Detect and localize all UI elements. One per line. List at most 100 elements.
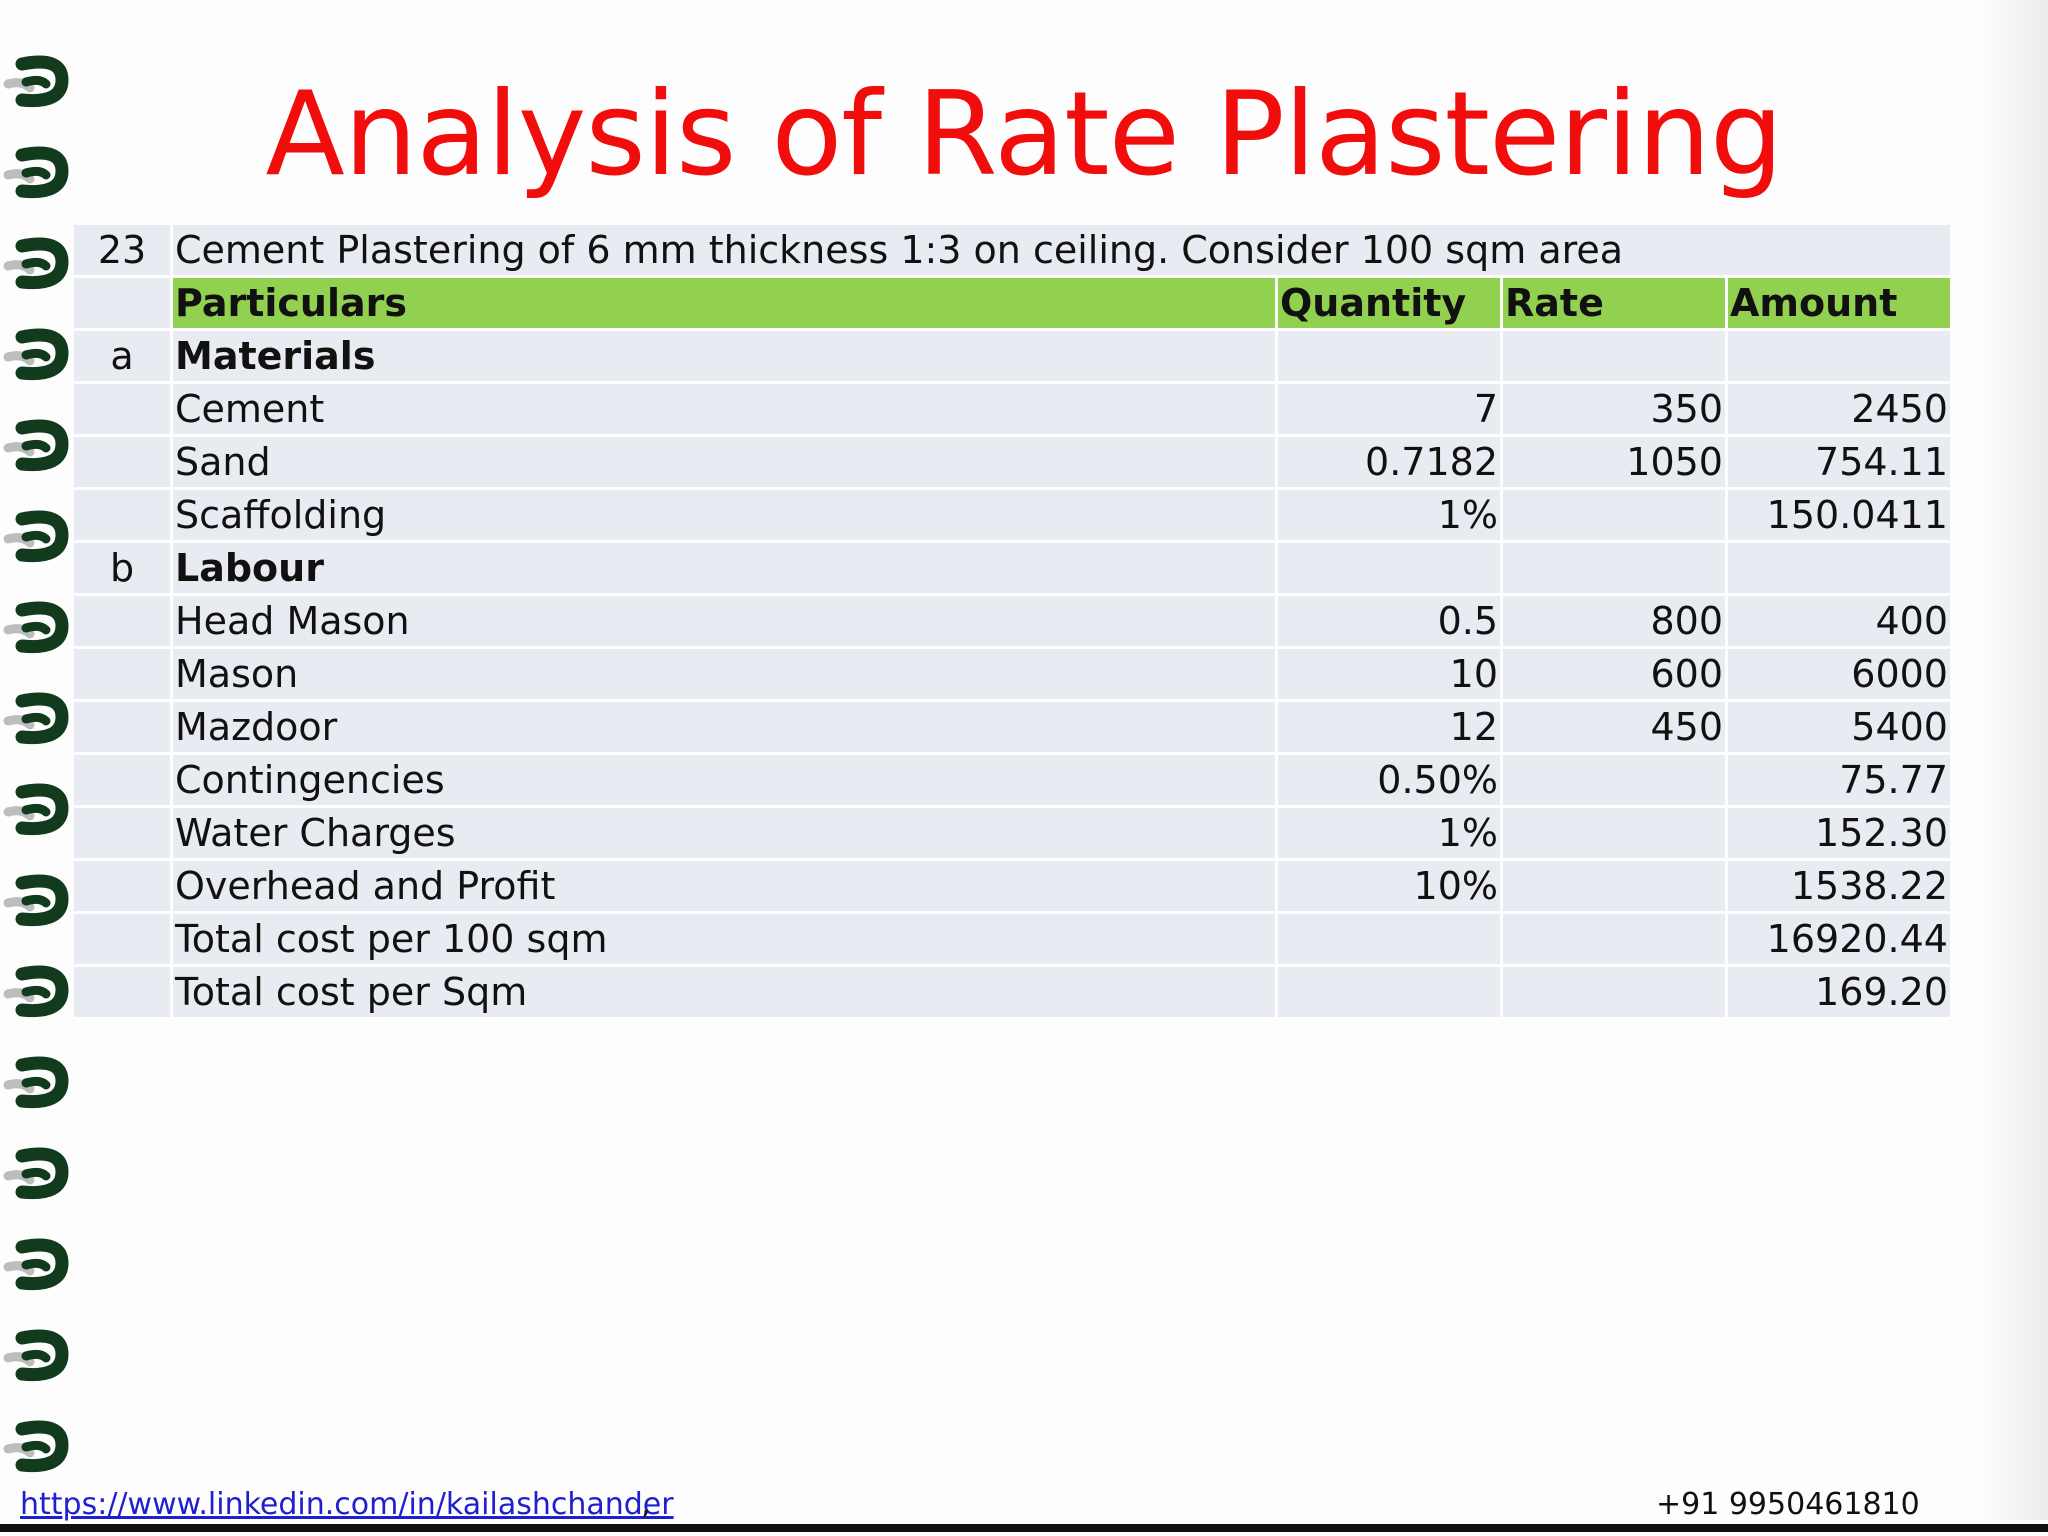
spiral-ring-icon xyxy=(0,960,72,1022)
table-row: Overhead and Profit 10% 1538.22 xyxy=(74,861,1950,911)
footer-separator: , xyxy=(641,1487,651,1522)
row-particulars: Mason xyxy=(173,649,1275,699)
row-index: a xyxy=(74,331,170,381)
notebook-spiral-binding xyxy=(0,50,75,1473)
row-quantity: 7 xyxy=(1278,384,1500,434)
row-index xyxy=(74,649,170,699)
spiral-ring-icon xyxy=(0,1324,72,1386)
bottom-rule xyxy=(0,1524,2048,1532)
row-particulars: Total cost per Sqm xyxy=(173,967,1275,1017)
row-rate: 1050 xyxy=(1503,437,1725,487)
row-particulars: Scaffolding xyxy=(173,490,1275,540)
row-amount: 75.77 xyxy=(1728,755,1950,805)
table-row: Head Mason 0.5 800 400 xyxy=(74,596,1950,646)
row-rate xyxy=(1503,755,1725,805)
table-row: Mason 10 600 6000 xyxy=(74,649,1950,699)
row-index xyxy=(74,967,170,1017)
row-amount: 2450 xyxy=(1728,384,1950,434)
row-index xyxy=(74,755,170,805)
row-quantity: 0.7182 xyxy=(1278,437,1500,487)
table-row: Water Charges 1% 152.30 xyxy=(74,808,1950,858)
row-amount: 152.30 xyxy=(1728,808,1950,858)
header-index-cell xyxy=(74,278,170,328)
row-index xyxy=(74,808,170,858)
item-description: Cement Plastering of 6 mm thickness 1:3 … xyxy=(173,225,1950,275)
header-rate: Rate xyxy=(1503,278,1725,328)
spiral-ring-icon xyxy=(0,141,72,203)
row-particulars: Overhead and Profit xyxy=(173,861,1275,911)
table-intro-row: 23 Cement Plastering of 6 mm thickness 1… xyxy=(74,225,1950,275)
row-index xyxy=(74,490,170,540)
spiral-ring-icon xyxy=(0,505,72,567)
row-rate xyxy=(1503,914,1725,964)
row-amount: 16920.44 xyxy=(1728,914,1950,964)
phone-number: +91 9950461810 xyxy=(1656,1487,1920,1522)
row-amount: 1538.22 xyxy=(1728,861,1950,911)
header-quantity: Quantity xyxy=(1278,278,1500,328)
row-quantity xyxy=(1278,967,1500,1017)
row-index xyxy=(74,596,170,646)
row-quantity: 10 xyxy=(1278,649,1500,699)
row-quantity xyxy=(1278,331,1500,381)
table-row: Total cost per Sqm 169.20 xyxy=(74,967,1950,1017)
row-index xyxy=(74,861,170,911)
row-rate xyxy=(1503,967,1725,1017)
spiral-ring-icon xyxy=(0,596,72,658)
slide-title: Analysis of Rate Plastering xyxy=(265,67,1784,202)
row-amount: 169.20 xyxy=(1728,967,1950,1017)
spiral-ring-icon xyxy=(0,687,72,749)
spiral-ring-icon xyxy=(0,323,72,385)
row-rate: 600 xyxy=(1503,649,1725,699)
linkedin-link[interactable]: https://www.linkedin.com/in/kailashchand… xyxy=(20,1487,674,1522)
row-index xyxy=(74,914,170,964)
item-number: 23 xyxy=(74,225,170,275)
header-particulars: Particulars xyxy=(173,278,1275,328)
table-row: Scaffolding 1% 150.0411 xyxy=(74,490,1950,540)
spiral-ring-icon xyxy=(0,50,72,112)
page-edge-shade xyxy=(1978,0,2048,1520)
row-quantity: 0.50% xyxy=(1278,755,1500,805)
row-particulars: Cement xyxy=(173,384,1275,434)
row-quantity: 0.5 xyxy=(1278,596,1500,646)
row-rate xyxy=(1503,543,1725,593)
row-rate: 450 xyxy=(1503,702,1725,752)
spiral-ring-icon xyxy=(0,869,72,931)
table-row: b Labour xyxy=(74,543,1950,593)
row-index xyxy=(74,437,170,487)
spiral-ring-icon xyxy=(0,1415,72,1477)
row-particulars: Contingencies xyxy=(173,755,1275,805)
row-quantity xyxy=(1278,543,1500,593)
row-quantity: 12 xyxy=(1278,702,1500,752)
header-amount: Amount xyxy=(1728,278,1950,328)
row-amount: 400 xyxy=(1728,596,1950,646)
table-row: Mazdoor 12 450 5400 xyxy=(74,702,1950,752)
row-particulars: Head Mason xyxy=(173,596,1275,646)
spiral-ring-icon xyxy=(0,1051,72,1113)
row-index xyxy=(74,384,170,434)
table-row: Contingencies 0.50% 75.77 xyxy=(74,755,1950,805)
row-amount xyxy=(1728,331,1950,381)
row-rate xyxy=(1503,861,1725,911)
row-rate: 350 xyxy=(1503,384,1725,434)
rate-analysis-table: 23 Cement Plastering of 6 mm thickness 1… xyxy=(71,222,1953,1020)
row-amount: 150.0411 xyxy=(1728,490,1950,540)
spiral-ring-icon xyxy=(0,778,72,840)
row-amount xyxy=(1728,543,1950,593)
row-rate xyxy=(1503,808,1725,858)
table-header-row: Particulars Quantity Rate Amount xyxy=(74,278,1950,328)
row-quantity: 10% xyxy=(1278,861,1500,911)
spiral-ring-icon xyxy=(0,232,72,294)
row-quantity: 1% xyxy=(1278,490,1500,540)
row-amount: 5400 xyxy=(1728,702,1950,752)
row-particulars: Total cost per 100 sqm xyxy=(173,914,1275,964)
row-quantity: 1% xyxy=(1278,808,1500,858)
row-rate xyxy=(1503,331,1725,381)
row-rate xyxy=(1503,490,1725,540)
row-particulars: Sand xyxy=(173,437,1275,487)
row-index: b xyxy=(74,543,170,593)
row-rate: 800 xyxy=(1503,596,1725,646)
row-particulars: Mazdoor xyxy=(173,702,1275,752)
row-particulars: Labour xyxy=(173,543,1275,593)
row-particulars: Water Charges xyxy=(173,808,1275,858)
spiral-ring-icon xyxy=(0,1233,72,1295)
